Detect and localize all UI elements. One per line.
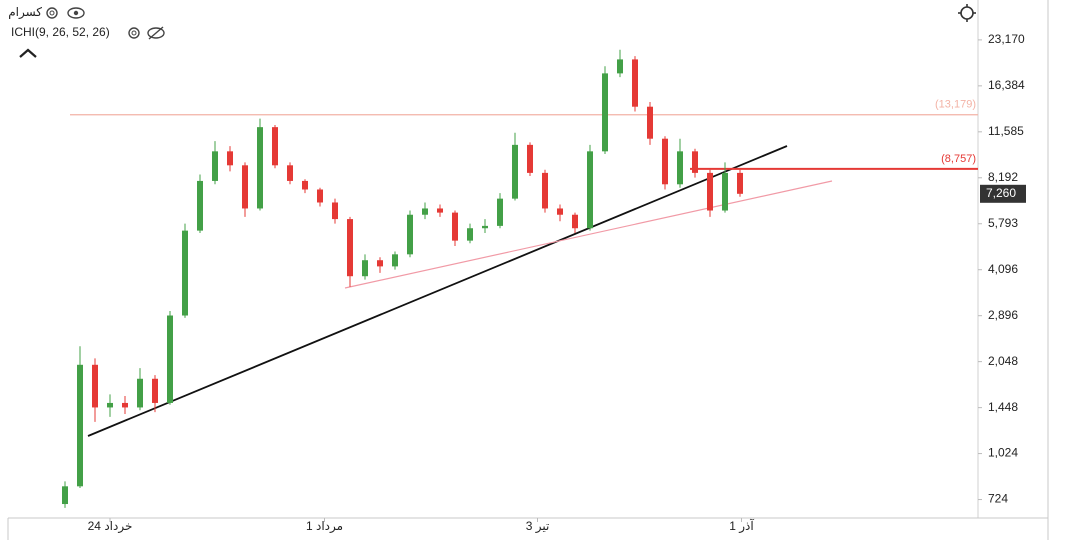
candle-body xyxy=(662,138,668,185)
candle-body xyxy=(527,144,533,173)
y-tick-label: 1,024 xyxy=(988,446,1018,460)
candle-body xyxy=(632,59,638,107)
candle-body xyxy=(647,106,653,139)
last-price-box xyxy=(980,184,1026,203)
candle-body xyxy=(62,486,68,505)
symbol-name: کسرام xyxy=(8,5,42,20)
y-tick-label: 4,096 xyxy=(988,262,1018,276)
candle-body xyxy=(737,172,743,194)
x-tick-label: 1 مرداد xyxy=(306,519,343,534)
candle-body xyxy=(257,127,263,209)
candle-body xyxy=(377,260,383,267)
indicator-settings-icon[interactable] xyxy=(128,27,140,39)
candle-body xyxy=(152,378,158,403)
candle-body xyxy=(167,315,173,403)
candle-body xyxy=(407,214,413,255)
y-tick-label: 2,048 xyxy=(988,354,1018,368)
price-level-label: (8,757) xyxy=(941,153,976,165)
candle-body xyxy=(587,151,593,229)
candle-body xyxy=(557,208,563,215)
candle-body xyxy=(602,73,608,152)
candle-body xyxy=(212,151,218,181)
visibility-icon[interactable] xyxy=(67,7,85,19)
candle-body xyxy=(677,151,683,185)
indicator-hidden-icon[interactable] xyxy=(147,26,165,40)
candle-body xyxy=(437,208,443,213)
candle-body xyxy=(512,144,518,199)
collapse-icon[interactable] xyxy=(19,48,37,58)
candle-body xyxy=(452,212,458,241)
candle-body xyxy=(497,198,503,226)
candle-body xyxy=(227,151,233,166)
candle-body xyxy=(362,260,368,277)
indicator-name: ICHI(9, 26, 52, 26) xyxy=(11,25,110,39)
candle-body xyxy=(92,364,98,408)
candle-body xyxy=(317,189,323,203)
candle-body xyxy=(302,180,308,190)
y-tick-label: 1,448 xyxy=(988,400,1018,414)
candle-body xyxy=(287,165,293,181)
price-level-label: (13,179) xyxy=(935,99,976,111)
candle-body xyxy=(197,180,203,231)
candle-body xyxy=(347,219,353,277)
candle-body xyxy=(77,364,83,487)
crosshair-icon[interactable] xyxy=(958,4,976,22)
candle-body xyxy=(242,165,248,209)
y-tick-label: 2,896 xyxy=(988,308,1018,322)
candle-body xyxy=(692,151,698,173)
candle-body xyxy=(182,230,188,316)
candle-body xyxy=(542,172,548,209)
last-price-label: 7,260 xyxy=(986,186,1016,200)
y-tick-label: 5,793 xyxy=(988,216,1018,230)
candle-body xyxy=(572,214,578,229)
x-tick-label: 24 خرداد xyxy=(88,519,133,534)
x-tick-label: 1 آذر xyxy=(729,518,754,534)
candle-body xyxy=(107,402,113,408)
y-tick-label: 11,585 xyxy=(988,124,1024,138)
y-tick-label: 724 xyxy=(988,492,1008,506)
candle-body xyxy=(722,172,728,211)
support-line xyxy=(344,180,833,289)
y-tick-label: 8,192 xyxy=(988,170,1018,184)
candle-body xyxy=(422,208,428,215)
y-tick-label: 23,170 xyxy=(988,32,1025,46)
candle-body xyxy=(272,127,278,166)
x-tick-label: 3 تیر xyxy=(526,519,550,534)
candle-body xyxy=(392,254,398,267)
candle-body xyxy=(482,225,488,229)
y-tick-label: 16,384 xyxy=(988,78,1025,92)
trend-line xyxy=(87,145,788,437)
candle-body xyxy=(467,228,473,241)
settings-icon[interactable] xyxy=(46,7,58,19)
candle-body xyxy=(332,202,338,220)
candle-body xyxy=(707,172,713,211)
candle-body xyxy=(122,402,128,408)
candle-body xyxy=(137,378,143,408)
candle-body xyxy=(617,59,623,74)
